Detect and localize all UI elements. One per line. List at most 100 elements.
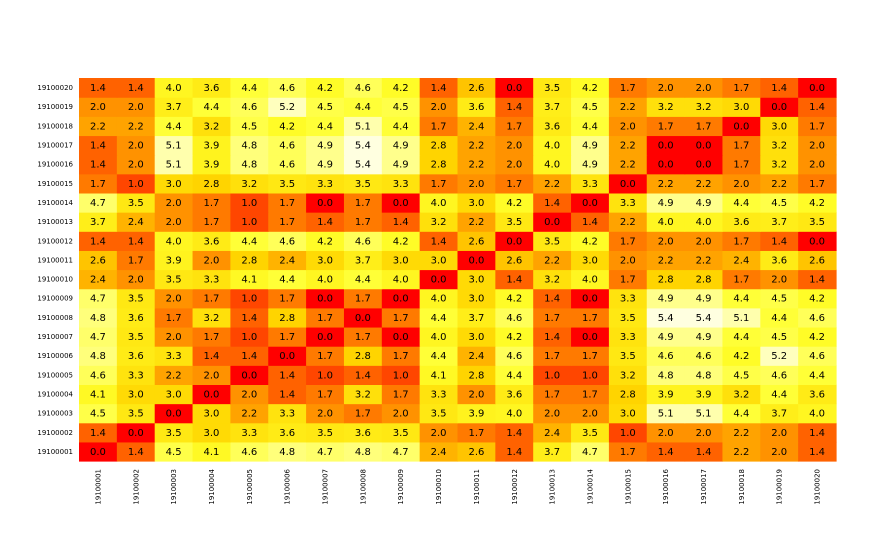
heatmap-cell-label: 3.5 [128, 409, 144, 420]
heatmap-cell [760, 154, 799, 175]
heatmap-cell [230, 97, 269, 117]
heatmap-cell [571, 154, 610, 175]
heatmap-cell-label: 4.6 [279, 160, 295, 171]
heatmap-cell-label: 2.2 [468, 141, 484, 152]
heatmap-cell-label: 4.6 [279, 141, 295, 152]
heatmap-cell-label: 4.4 [431, 351, 447, 362]
heatmap-cell [798, 403, 837, 424]
heatmap-cell [533, 288, 572, 309]
heatmap-cell-label: 2.8 [620, 389, 636, 400]
heatmap-cell [419, 250, 459, 271]
heatmap-cell-label: 4.2 [506, 198, 522, 209]
heatmap-cell-label: 0.0 [658, 141, 674, 152]
heatmap-cell-label: 0.0 [696, 160, 712, 171]
heatmap-cell-label: 4.5 [317, 102, 333, 113]
heatmap-cell-label: 3.0 [468, 198, 484, 209]
heatmap-cell [192, 78, 231, 98]
heatmap-cell-label: 3.7 [355, 255, 371, 266]
heatmap-cell-label: 1.0 [544, 370, 560, 381]
heatmap-cell [457, 116, 496, 137]
heatmap-cell [343, 154, 383, 175]
heatmap-cell [684, 441, 724, 462]
heatmap-cell [381, 384, 421, 405]
heatmap-cell-label: 1.7 [544, 351, 560, 362]
heatmap-cell [722, 346, 761, 366]
heatmap-cell [760, 422, 799, 443]
heatmap-cell-label: 4.4 [809, 370, 825, 381]
heatmap-cell [684, 135, 724, 156]
heatmap-cell-label: 1.7 [809, 121, 825, 132]
heatmap-cell [116, 154, 156, 175]
heatmap-cell-label: 3.3 [166, 351, 182, 362]
heatmap-cell [760, 116, 799, 137]
heatmap-cell-label: 4.4 [279, 275, 295, 286]
heatmap-cell-label: 3.5 [620, 313, 636, 324]
heatmap-cell [154, 326, 194, 347]
heatmap-cell-label: 4.0 [696, 217, 712, 228]
heatmap-cell-label: 4.0 [166, 236, 182, 247]
heatmap-cell [154, 422, 194, 443]
heatmap-cell [268, 231, 307, 251]
heatmap-cell [722, 403, 761, 424]
heatmap-cell-label: 1.7 [733, 83, 749, 94]
heatmap-cell [343, 78, 383, 98]
y-tick-label: 19100015 [37, 180, 73, 188]
heatmap-cell-label: 2.0 [431, 102, 447, 113]
heatmap-cell-label: 4.1 [431, 370, 447, 381]
heatmap-cell [116, 192, 156, 213]
heatmap-cell [684, 212, 724, 232]
heatmap-cell [116, 346, 156, 366]
heatmap-cell-label: 4.9 [658, 198, 674, 209]
heatmap-cell-label: 2.0 [620, 121, 636, 132]
heatmap-cell-label: 1.4 [431, 236, 447, 247]
y-axis-tick-labels: 19100001 19100002 19100003 19100004 19100005… [37, 84, 73, 456]
heatmap-cell [306, 97, 345, 117]
heatmap-cell [154, 365, 194, 385]
heatmap-cell-label: 2.0 [582, 409, 598, 420]
heatmap-cell [419, 326, 459, 347]
heatmap-cell-label: 2.2 [733, 447, 749, 458]
heatmap-cell-label: 0.0 [393, 294, 409, 305]
x-tick-label: 19100016 [662, 468, 670, 504]
heatmap-cell [760, 250, 799, 271]
heatmap-cell [533, 403, 572, 424]
heatmap-cell-label: 5.4 [658, 313, 674, 324]
heatmap-cell [571, 250, 610, 271]
heatmap-cell [608, 326, 648, 347]
heatmap-cell [495, 78, 534, 98]
heatmap-cell-label: 4.9 [582, 141, 598, 152]
heatmap-cell [608, 192, 648, 213]
heatmap-cell-label: 4.6 [506, 313, 522, 324]
heatmap-cell [495, 212, 534, 232]
heatmap-cell-label: 2.0 [733, 179, 749, 190]
heatmap-cell-label: 1.7 [393, 351, 409, 362]
heatmap-cell [646, 116, 686, 137]
heatmap-cell-label: 0.0 [809, 83, 825, 94]
heatmap-cell [419, 288, 459, 309]
heatmap-cell-label: 1.4 [279, 389, 295, 400]
heatmap-cell-label: 4.0 [431, 332, 447, 343]
heatmap-cell-label: 0.0 [582, 294, 598, 305]
heatmap-cell-label: 3.3 [582, 179, 598, 190]
heatmap-cell [457, 288, 496, 309]
heatmap-cell [192, 212, 231, 232]
heatmap-cell [608, 403, 648, 424]
heatmap-cell [722, 422, 761, 443]
heatmap-cell [306, 441, 345, 462]
heatmap-cell-label: 1.7 [279, 294, 295, 305]
heatmap-cell-label: 4.0 [431, 198, 447, 209]
heatmap-cell [154, 173, 194, 194]
heatmap-cell-label: 4.2 [582, 83, 598, 94]
heatmap-cell-label: 3.6 [204, 83, 220, 94]
heatmap-cell-label: 5.1 [658, 409, 674, 420]
heatmap-cell [646, 288, 686, 309]
heatmap-cell-label: 3.2 [771, 141, 787, 152]
heatmap-cell [306, 173, 345, 194]
heatmap-cell-label: 4.6 [809, 313, 825, 324]
heatmap-cell [798, 422, 837, 443]
heatmap-cell [268, 288, 307, 309]
heatmap-cell [533, 384, 572, 405]
heatmap-cell [722, 212, 761, 232]
heatmap-cell [306, 288, 345, 309]
heatmap-cell [798, 288, 837, 309]
